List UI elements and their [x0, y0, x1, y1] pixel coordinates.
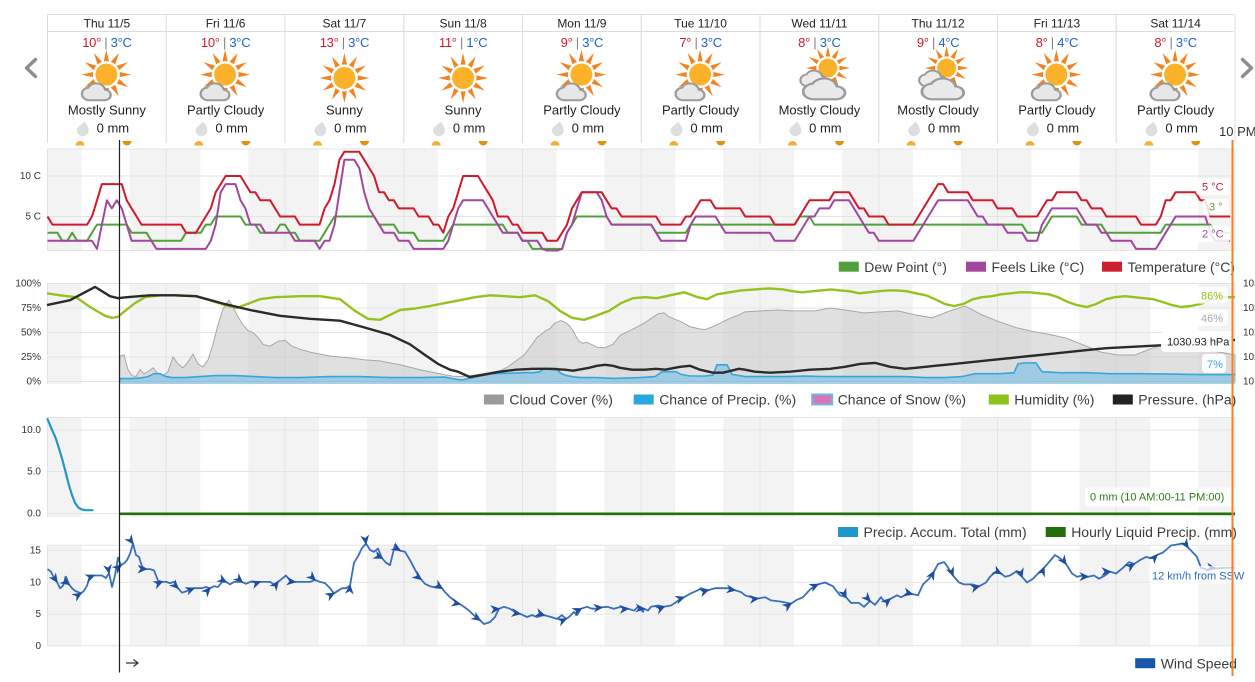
svg-text:0 mm: 0 mm: [334, 121, 367, 136]
svg-text:13° | 3°C: 13° | 3°C: [320, 35, 369, 50]
svg-text:Hourly Liquid Precip. (mm): Hourly Liquid Precip. (mm): [1071, 524, 1237, 540]
svg-text:10: 10: [30, 577, 42, 588]
svg-text:Partly Cloudy: Partly Cloudy: [1018, 103, 1096, 118]
svg-text:8° | 3°C: 8° | 3°C: [798, 35, 840, 50]
svg-text:25%: 25%: [21, 352, 41, 363]
svg-text:Sat 11/7: Sat 11/7: [322, 17, 366, 31]
svg-text:Partly Cloudy: Partly Cloudy: [1137, 103, 1215, 118]
svg-text:10 PM: 10 PM: [1219, 124, 1255, 139]
svg-text:Sun 11/8: Sun 11/8: [440, 17, 487, 31]
svg-text:9° | 3°C: 9° | 3°C: [561, 35, 603, 50]
svg-text:7° | 3°C: 7° | 3°C: [679, 35, 721, 50]
svg-text:Fri 11/13: Fri 11/13: [1034, 17, 1081, 31]
svg-text:0 mm: 0 mm: [215, 121, 248, 136]
svg-text:Fri 11/6: Fri 11/6: [206, 17, 246, 31]
svg-text:46%: 46%: [1201, 313, 1223, 325]
svg-text:5 C: 5 C: [25, 212, 41, 223]
svg-text:0 mm: 0 mm: [809, 121, 842, 136]
svg-text:Wind Speed: Wind Speed: [1161, 655, 1237, 671]
svg-text:Cloud Cover (%): Cloud Cover (%): [509, 392, 612, 408]
svg-text:7%: 7%: [1207, 359, 1223, 371]
svg-text:Thu 11/5: Thu 11/5: [84, 17, 131, 31]
svg-text:1030.93 hPa: 1030.93 hPa: [1167, 337, 1230, 349]
svg-text:0 mm: 0 mm: [97, 121, 130, 136]
svg-text:10° | 3°C: 10° | 3°C: [201, 35, 250, 50]
svg-text:Wed 11/11: Wed 11/11: [791, 17, 847, 31]
svg-text:1025: 1025: [1243, 328, 1255, 339]
svg-text:Partly Cloudy: Partly Cloudy: [187, 103, 265, 118]
svg-text:5.0: 5.0: [27, 467, 41, 478]
svg-text:Partly Cloudy: Partly Cloudy: [662, 103, 740, 118]
svg-text:8° | 4°C: 8° | 4°C: [1036, 35, 1078, 50]
svg-text:Feels Like (°C): Feels Like (°C): [992, 259, 1085, 275]
svg-text:10 C: 10 C: [20, 171, 41, 182]
svg-text:0 mm (10 AM:00-11 PM:00): 0 mm (10 AM:00-11 PM:00): [1090, 492, 1224, 504]
svg-text:0: 0: [35, 641, 41, 652]
svg-text:Humidity (%): Humidity (%): [1014, 392, 1094, 408]
svg-text:Sunny: Sunny: [445, 103, 482, 118]
svg-text:5: 5: [35, 609, 41, 620]
svg-text:Sat 11/14: Sat 11/14: [1150, 17, 1201, 31]
svg-text:0 mm: 0 mm: [928, 121, 961, 136]
svg-text:12 km/h from SSW: 12 km/h from SSW: [1152, 571, 1245, 583]
svg-text:1035: 1035: [1243, 279, 1255, 290]
svg-text:0 mm: 0 mm: [572, 121, 605, 136]
svg-text:1030: 1030: [1243, 303, 1255, 314]
svg-text:86%: 86%: [1201, 291, 1223, 303]
svg-text:5 °C: 5 °C: [1202, 182, 1224, 194]
svg-text:Pressure. (hPa): Pressure. (hPa): [1138, 392, 1236, 408]
svg-text:Partly Cloudy: Partly Cloudy: [543, 103, 621, 118]
svg-text:Thu 11/12: Thu 11/12: [912, 17, 965, 31]
svg-text:Mostly Cloudy: Mostly Cloudy: [897, 103, 979, 118]
svg-text:Mon 11/9: Mon 11/9: [557, 17, 606, 31]
svg-text:Sunny: Sunny: [326, 103, 363, 118]
svg-text:0%: 0%: [27, 377, 42, 388]
svg-text:75%: 75%: [21, 303, 41, 314]
svg-text:Mostly Cloudy: Mostly Cloudy: [779, 103, 861, 118]
svg-text:9° | 4°C: 9° | 4°C: [917, 35, 959, 50]
svg-text:10.0: 10.0: [22, 425, 42, 436]
svg-text:0.0: 0.0: [27, 509, 41, 520]
svg-text:Chance of Snow (%): Chance of Snow (%): [838, 392, 966, 408]
svg-text:11° | 1°C: 11° | 1°C: [439, 35, 487, 50]
svg-text:2 °C: 2 °C: [1202, 229, 1224, 241]
svg-text:1020: 1020: [1243, 352, 1255, 363]
svg-text:50%: 50%: [21, 328, 41, 339]
svg-text:3 °: 3 °: [1209, 202, 1223, 214]
svg-text:0 mm: 0 mm: [453, 121, 486, 136]
svg-text:Mostly Sunny: Mostly Sunny: [68, 103, 147, 118]
svg-text:15: 15: [30, 545, 42, 556]
svg-text:0 mm: 0 mm: [1165, 121, 1198, 136]
svg-text:Tue 11/10: Tue 11/10: [674, 17, 727, 31]
svg-text:1015: 1015: [1243, 377, 1255, 388]
svg-text:0 mm: 0 mm: [690, 121, 723, 136]
svg-text:8° | 3°C: 8° | 3°C: [1154, 35, 1196, 50]
svg-text:Precip. Accum. Total (mm): Precip. Accum. Total (mm): [864, 524, 1027, 540]
svg-text:100%: 100%: [15, 279, 41, 290]
svg-text:0 mm: 0 mm: [1047, 121, 1080, 136]
svg-text:Temperature (°C): Temperature (°C): [1128, 259, 1236, 275]
svg-text:Chance of Precip. (%): Chance of Precip. (%): [659, 392, 796, 408]
svg-text:10° | 3°C: 10° | 3°C: [82, 35, 131, 50]
svg-text:Dew Point (°): Dew Point (°): [864, 259, 947, 275]
